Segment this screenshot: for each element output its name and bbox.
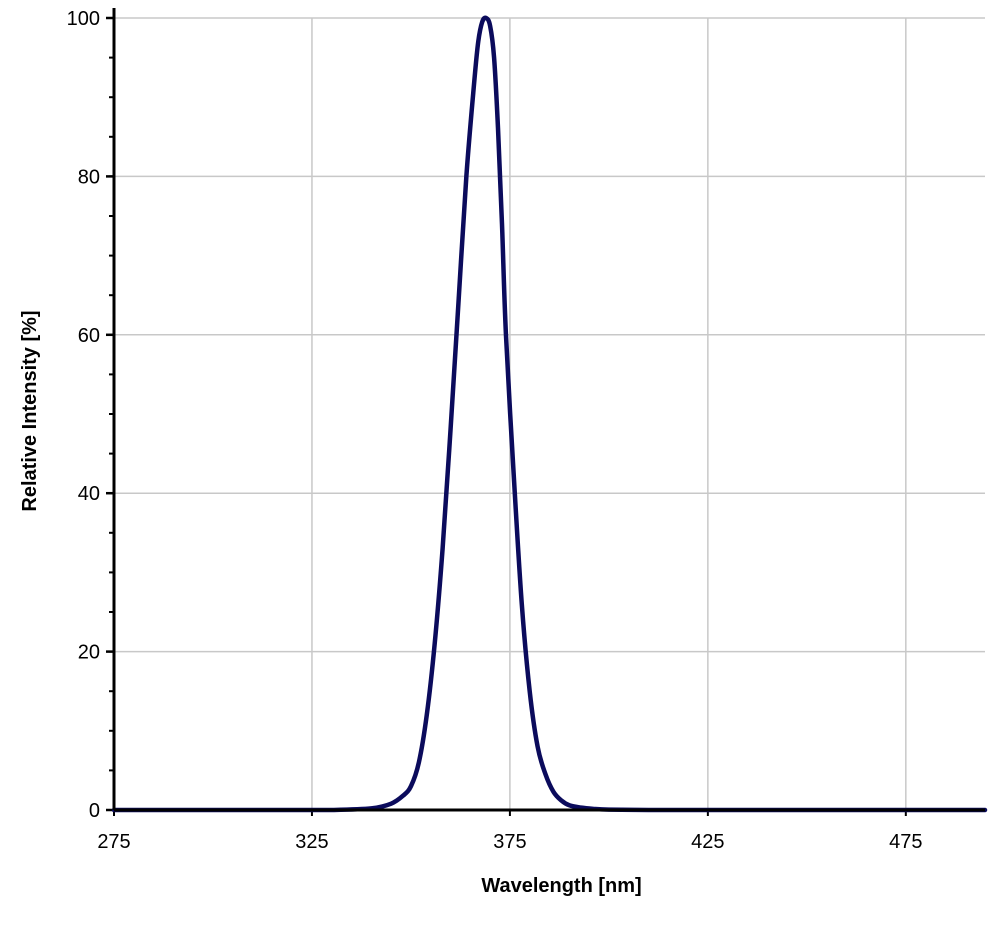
x-tick-label-425: 425 [691,831,724,853]
x-tick-label-325: 325 [295,831,328,853]
x-tick-label-275: 275 [97,831,130,853]
x-tick-labels: 275 325 375 425 475 [97,810,923,853]
y-gridlines [114,17,985,653]
y-tick-label-60: 60 [78,325,100,347]
y-tick-label-20: 20 [78,642,100,664]
y-tick-label-40: 40 [78,483,100,505]
y-tick-label-0: 0 [89,800,100,822]
y-tick-labels: 0 20 40 60 80 100 [67,8,114,822]
x-gridlines [311,18,907,810]
intensity-curve [111,15,988,813]
x-tick-label-375: 375 [493,831,526,853]
y-axis-title: Relative Intensity [%] [19,310,41,511]
x-axis-title: Wavelength [nm] [481,875,641,897]
y-tick-label-80: 80 [78,166,100,188]
y-tick-label-100: 100 [67,8,100,30]
x-tick-label-475: 475 [889,831,922,853]
